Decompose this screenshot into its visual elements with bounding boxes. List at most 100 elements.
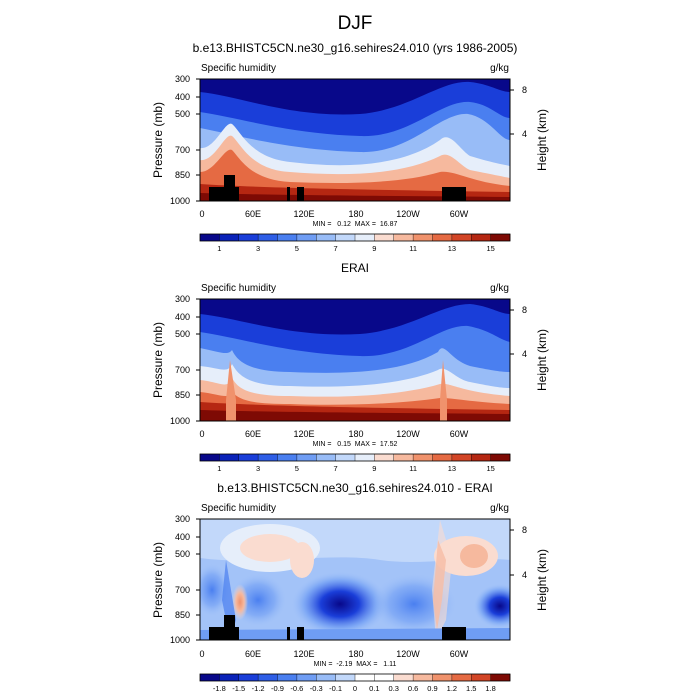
panel-1-ytick-300: 300 — [175, 74, 190, 84]
panel-1-stats: MIN = 0.12 MAX = 16.87 — [313, 221, 398, 228]
panel-1-ylabel: Pressure (mb) — [151, 102, 165, 178]
panel-2-colorbar: 1 3 5 7 9 11 13 15 — [199, 453, 511, 473]
panel-2-colorbar-swatch — [258, 454, 278, 461]
panel-1-field — [200, 79, 510, 201]
panel-2-xtick-60e: 60E — [245, 429, 261, 439]
panel-2-colorbar-label: 7 — [334, 464, 338, 473]
panel-2-colorbar-swatch — [277, 454, 298, 461]
panel-2-field — [200, 299, 510, 421]
panel-3-colorbar-label: -1.8 — [213, 684, 226, 693]
panel-1-xtick-60w: 60W — [450, 209, 469, 219]
panel-2-colorbar-swatch — [432, 454, 453, 461]
panel-3-ytick-1000: 1000 — [170, 635, 190, 645]
panel-1-colorbar-swatch — [393, 234, 414, 241]
panel-2-ytick-right-4: 4 — [522, 349, 527, 359]
panel-2-x-ticks: 0 60E 120E 180 120W 60W — [199, 429, 468, 439]
panel-3-ylabel: Pressure (mb) — [151, 542, 165, 618]
panel-1-y-ticks-right: 8 4 — [510, 85, 527, 139]
panel-2-xtick-0: 0 — [199, 429, 204, 439]
panel-1-colorbar-label: 1 — [217, 244, 221, 253]
panel-3-colorbar-label: -0.9 — [271, 684, 284, 693]
panel-3-field — [200, 519, 510, 640]
panel-3-ytick-400: 400 — [175, 532, 190, 542]
panel-2-colorbar-swatch — [374, 454, 395, 461]
panel-1-colorbar-label: 13 — [448, 244, 456, 253]
panel-1-colorbar-swatch — [471, 234, 491, 241]
panel-2-xtick-120e: 120E — [293, 429, 314, 439]
panel-2-units-label: g/kg — [490, 283, 509, 294]
panel-3-colorbar-label: -1.2 — [252, 684, 265, 693]
panel-2-ytick-right-8: 8 — [522, 305, 527, 315]
panel-3-colorbar-label: 0.1 — [369, 684, 379, 693]
panel-2-ytick-700: 700 — [175, 365, 190, 375]
panel-2-ytick-1000: 1000 — [170, 416, 190, 426]
panel-1-ytick-right-4: 4 — [522, 129, 527, 139]
panel-1-colorbar-swatch — [277, 234, 298, 241]
panel-2-colorbar-swatch — [200, 454, 220, 461]
panel-2-stats: MIN = 0.15 MAX = 17.52 — [313, 441, 398, 448]
panel-3-ytick-300: 300 — [175, 514, 190, 524]
panel-3-colorbar-swatch — [451, 674, 472, 681]
panel-2-ytick-500: 500 — [175, 329, 190, 339]
panel-1-colorbar-label: 9 — [372, 244, 376, 253]
panel-1-colorbar-swatch — [219, 234, 240, 241]
panel-3-colorbar: -1.8 -1.5 -1.2 -0.9 -0.6 -0.3 -0.1 0 0.1 0.3 0.6 0.… — [199, 673, 511, 693]
panel-3-ytick-right-8: 8 — [522, 525, 527, 535]
panel-3-ytick-500: 500 — [175, 549, 190, 559]
panel-1-y-ticks: 300 400 500 700 850 1000 — [170, 74, 200, 206]
panel-3-colorbar-swatch — [316, 674, 336, 681]
panel-2-ylabel-right: Height (km) — [535, 329, 549, 391]
panel-3-colorbar-label: -0.1 — [329, 684, 342, 693]
panel-1-ytick-850: 850 — [175, 170, 190, 180]
panel-1-xtick-120w: 120W — [396, 209, 420, 219]
panel-3-colorbar-swatch — [490, 674, 511, 681]
panel-2-colorbar-label: 5 — [295, 464, 299, 473]
panel-2-colorbar-swatch — [296, 454, 317, 461]
panel-1-colorbar-swatch — [316, 234, 336, 241]
panel-2-ytick-300: 300 — [175, 294, 190, 304]
panel-2-colorbar-swatch — [393, 454, 414, 461]
panel-2-colorbar-label: 15 — [486, 464, 494, 473]
panel-1-colorbar-swatch — [374, 234, 395, 241]
panel-2-y-ticks: 300 400 500 700 850 1000 — [170, 294, 200, 426]
panel-1-x-ticks: 0 60E 120E 180 120W 60W — [199, 209, 468, 219]
panel-2-frame — [199, 298, 511, 422]
panel-3-xtick-60e: 60E — [245, 649, 261, 659]
panel-2-colorbar-swatch — [316, 454, 336, 461]
panel-3-variable-label: Specific humidity — [201, 503, 276, 514]
panel-3-colorbar-label: -1.5 — [232, 684, 245, 693]
panel-2-colorbar-swatch — [490, 454, 511, 461]
panel-3-ytick-right-4: 4 — [522, 570, 527, 580]
panel-2-ytick-850: 850 — [175, 390, 190, 400]
panel-3-frame — [199, 518, 511, 641]
panel-1-frame — [199, 78, 511, 202]
panel-1-terrain-mask — [209, 175, 466, 201]
panel-1-colorbar-label: 11 — [409, 244, 417, 253]
panel-3-ylabel-right: Height (km) — [535, 549, 549, 611]
panel-1-colorbar-label: 15 — [486, 244, 494, 253]
panel-3-colorbar-swatch — [258, 674, 278, 681]
page-title: DJF — [338, 13, 373, 34]
panel-1-colorbar-swatch — [490, 234, 511, 241]
panel-3: b.e13.BHISTC5CN.ne30_g16.sehires24.010 -… — [151, 481, 549, 693]
panel-1-ylabel-right: Height (km) — [535, 109, 549, 171]
panel-1-colorbar-swatch — [432, 234, 453, 241]
panel-1-ytick-right-8: 8 — [522, 85, 527, 95]
panel-3-units-label: g/kg — [490, 503, 509, 514]
panel-3-y-ticks-right: 8 4 — [510, 525, 527, 580]
panel-2-colorbar-label: 1 — [217, 464, 221, 473]
panel-3-colorbar-swatch — [471, 674, 491, 681]
panel-1-ytick-700: 700 — [175, 145, 190, 155]
panel-1-xtick-0: 0 — [199, 209, 204, 219]
panel-1-ytick-400: 400 — [175, 92, 190, 102]
panel-2-ylabel: Pressure (mb) — [151, 322, 165, 398]
panel-2-y-ticks-right: 8 4 — [510, 305, 527, 359]
panel-3-title: b.e13.BHISTC5CN.ne30_g16.sehires24.010 -… — [217, 481, 493, 495]
panel-3-colorbar-swatch — [277, 674, 298, 681]
panel-3-stats: MIN = -2.19 MAX = 1.11 — [314, 661, 397, 668]
panel-3-terrain-mask — [209, 615, 466, 640]
panel-3-colorbar-label: 1.5 — [466, 684, 476, 693]
panel-2-colorbar-label: 9 — [372, 464, 376, 473]
panel-3-colorbar-label: 0.6 — [408, 684, 418, 693]
panel-1-colorbar-swatch — [451, 234, 472, 241]
